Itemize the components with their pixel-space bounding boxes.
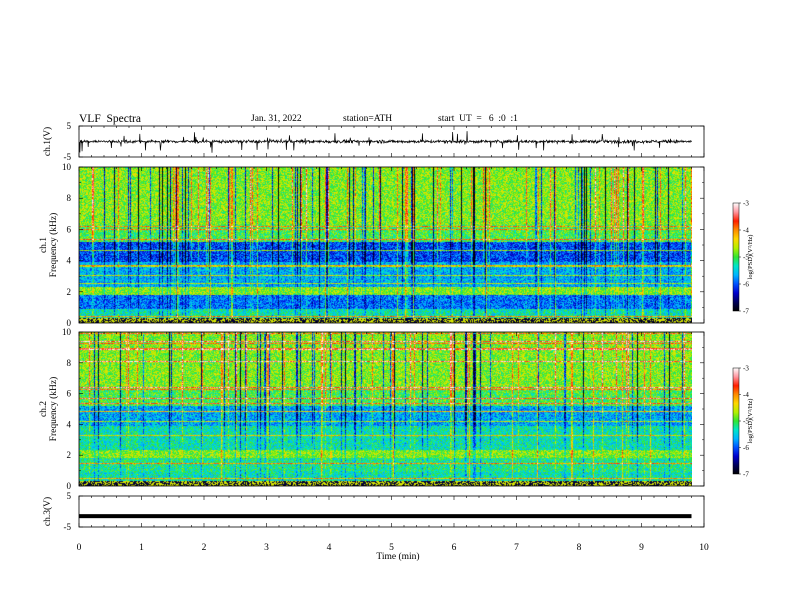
ch2-spectrogram-panel (79, 332, 692, 486)
colorbar-tick-label: -6 (743, 281, 749, 289)
y-tick-label: 0 (67, 481, 72, 491)
x-tick-label: 10 (699, 543, 709, 553)
x-tick-label: 9 (639, 543, 644, 553)
x-tick-label: 2 (202, 543, 207, 553)
start-time-label: start UT = 6 :0 :1 (438, 114, 518, 124)
colorbar-bar (732, 202, 740, 312)
ch2-colorbar: -3 -4 -5 -6 -7 log(PSD)(V²/Hz) (732, 365, 754, 479)
date-label: Jan. 31, 2022 (251, 114, 302, 124)
y-tick-label: 6 (67, 389, 72, 399)
ch1-spectrogram-image (79, 167, 692, 323)
ch2-spectrogram-image (79, 332, 692, 486)
y-tick-label: 8 (67, 358, 72, 368)
y-axis-label: ch.1(V) (42, 127, 53, 156)
colorbar-tick-label: -6 (743, 444, 749, 452)
y-axis-label: ch.2 (39, 401, 49, 417)
y-tick-label: 0 (67, 318, 72, 328)
colorbar-tick-label: -4 (743, 391, 749, 399)
y-tick-label: 4 (67, 419, 72, 429)
ch1-trace (79, 131, 692, 153)
ch3-waveform-panel (79, 514, 692, 519)
x-axis-label: Time (min) (376, 551, 419, 562)
y-tick-label: -5 (64, 152, 72, 162)
y-tick-label: 8 (67, 193, 72, 203)
colorbar-tick-label: -5 (743, 418, 749, 426)
y-tick-label: 10 (62, 327, 72, 337)
x-tick-label: 4 (327, 543, 332, 553)
y-axis-label: Frequency (kHz) (48, 377, 59, 442)
colorbar-label: log(PSD)(V²/Hz) (747, 399, 754, 444)
x-tick-label: 6 (452, 543, 457, 553)
colorbar-tick-label: -7 (743, 471, 749, 479)
x-tick-label: 1 (139, 543, 144, 553)
colorbar-tick-label: -7 (743, 308, 749, 316)
colorbar-tick-label: -3 (743, 200, 749, 208)
y-tick-label: 10 (62, 162, 72, 172)
ch3-trace (79, 514, 692, 519)
colorbar-bar (732, 367, 740, 475)
ch1-spectrogram-panel (79, 167, 692, 323)
x-tick-label: 7 (514, 543, 519, 553)
y-axis-label: Frequency (kHz) (48, 213, 59, 278)
y-tick-label: 6 (67, 224, 72, 234)
y-axis-label: ch.1 (39, 237, 49, 253)
y-tick-label: -5 (64, 522, 72, 532)
y-tick-label: 2 (67, 287, 72, 297)
y-tick-label: 4 (67, 256, 72, 266)
colorbar-tick-label: -5 (743, 254, 749, 262)
y-tick-label: 5 (67, 121, 72, 131)
chart-title: VLF Spectra (79, 113, 141, 125)
x-tick-label: 5 (389, 543, 394, 553)
y-tick-label: 2 (67, 450, 72, 460)
y-tick-label: 5 (67, 491, 72, 501)
x-tick-label: 8 (577, 543, 582, 553)
x-tick-label: 3 (264, 543, 269, 553)
colorbar-tick-label: -4 (743, 227, 749, 235)
colorbar-tick-label: -3 (743, 365, 749, 373)
ch1-colorbar: -3 -4 -5 -6 -7 log(PSD)(V²/Hz) (732, 200, 754, 316)
y-axis-label: ch.3(V) (42, 497, 53, 526)
panel-frame (78, 495, 705, 528)
station-label: station=ATH (343, 114, 393, 124)
colorbar-label: log(PSD)(V²/Hz) (747, 235, 754, 280)
x-tick-label: 0 (77, 543, 82, 553)
ch1-waveform-panel (79, 131, 692, 153)
